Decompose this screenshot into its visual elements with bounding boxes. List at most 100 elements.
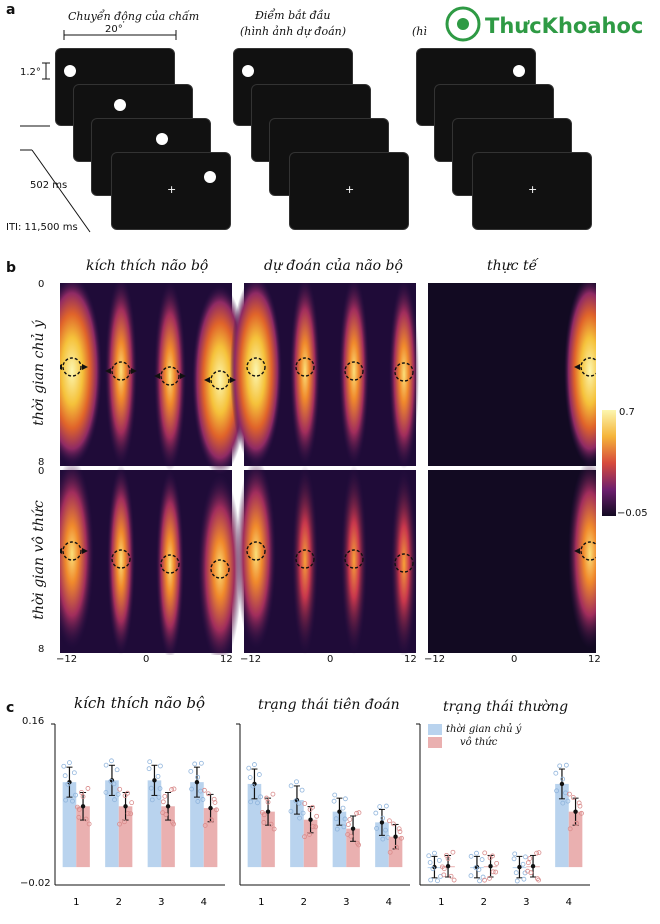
legend-swatch-2 [428,737,442,748]
subject-dot [156,794,162,800]
subject-dot [297,815,302,821]
subject-dot [347,817,353,822]
subject-dot [377,804,383,810]
subject-dot [195,799,201,804]
mean-point [208,805,213,811]
subject-dot [435,878,440,884]
subject-dot [536,850,542,856]
legend-label-1: thời gian chủ ý [446,724,522,735]
bar-x-tick: 2 [301,897,307,908]
subject-dot [63,797,69,803]
mean-point [379,820,385,825]
bar-title-2: trạng thái tiên đoán [258,697,400,713]
heatmap-x-tick-2c: 12 [404,654,417,665]
timeline-lines [20,125,91,233]
subject-dot [205,791,211,797]
subject-dot [397,829,403,835]
heatmap-x-tick-3a: −12 [424,654,446,665]
subject-dot [214,807,219,813]
heatmap-y-tick-bot2: 8 [38,644,45,655]
subject-dot [340,805,346,811]
subject-dot [147,759,153,765]
mean-point [308,817,313,822]
angle-bracket [63,30,177,40]
subject-dot [511,856,517,862]
subject-dot [248,799,254,805]
mean-point [194,779,200,785]
bar-title-3: trạng thái thường [443,699,569,715]
subject-dot [202,823,208,828]
subject-dot [111,781,117,787]
subject-dot [451,877,457,883]
panel-a-title-2: Điểm bắt đầu [255,9,331,22]
subject-dot [468,873,474,879]
subject-dot [332,792,338,798]
subject-dot [302,801,308,806]
bar-vo-thuc [261,811,275,868]
heatmap-x-tick-2b: 0 [327,654,334,665]
subject-dot [520,861,526,867]
subject-dot [331,798,337,804]
screen-3-4: + [472,152,592,230]
bar-x-tick: 1 [73,897,79,908]
heatmap-col-title-2: dự đoán của não bộ [264,258,403,274]
subject-dot [261,812,267,818]
subject-dot [441,866,447,872]
subject-dot [494,860,500,866]
subject-dot [146,766,152,772]
subject-dot [125,790,130,796]
subject-dot [490,869,496,875]
subject-dot [129,800,135,806]
subject-dot [427,860,433,865]
mean-point [123,804,128,809]
subject-dot [160,799,166,805]
subject-dot [86,821,92,827]
bar-x-tick: 2 [481,897,487,908]
subject-dot [296,800,302,806]
legend-label-2: vô thức [460,737,498,748]
heatmap-y-tick-top1: 0 [38,279,45,290]
subject-dot [256,772,262,777]
heatmap-x-tick-3c: 12 [588,654,601,665]
colorbar [602,410,616,516]
heatmap-x-tick-1a: −12 [56,654,78,665]
subject-dot [479,857,485,862]
panel-b-letter: b [6,260,17,276]
subject-dot [482,850,488,856]
panel-a-letter: a [6,2,16,18]
bar-chu-y [147,780,162,868]
heatmap-x-tick-3b: 0 [511,654,518,665]
subject-dot [348,833,354,839]
mean-point [252,781,257,787]
subject-dot [200,797,206,802]
subject-dot [513,870,519,876]
subject-dot [334,826,340,832]
subject-dot [380,836,386,842]
subject-dot [468,853,474,859]
bar-x-tick: 4 [201,897,207,908]
subject-dot [61,763,67,769]
subject-dot [83,816,89,822]
subject-dot [436,857,442,863]
subject-dot [157,763,163,769]
subject-dot [522,854,528,860]
bar-x-tick: 3 [523,897,529,908]
heatmap-col-title-1: kích thích não bộ [86,258,209,274]
subject-dot [65,781,71,787]
subject-dot [448,873,454,879]
subject-dot [288,783,294,789]
subject-dot [293,798,299,804]
subject-dot [307,832,312,837]
subject-dot [314,813,320,819]
subject-dot [342,816,348,822]
bar-x-tick: 3 [158,897,164,908]
subject-dot [557,763,563,769]
panel-a-title-1: Chuyển động của chấm [68,10,200,23]
subject-dot [356,810,362,816]
legend-item-2: vô thức [428,737,521,748]
subject-dot [567,791,572,797]
legend-item-1: thời gian chủ ý [428,724,521,735]
mean-point [393,834,398,839]
subject-dot [535,876,540,882]
subject-dot [288,808,294,814]
